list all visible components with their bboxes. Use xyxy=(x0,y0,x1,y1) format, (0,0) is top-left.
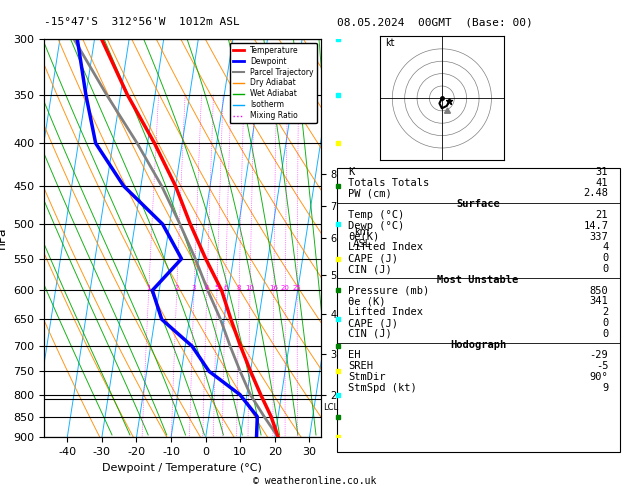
Text: 0: 0 xyxy=(602,253,608,263)
Text: 31: 31 xyxy=(596,167,608,177)
Text: Hodograph: Hodograph xyxy=(450,340,506,349)
Text: 0: 0 xyxy=(602,329,608,339)
Text: θe (K): θe (K) xyxy=(348,296,386,307)
Text: Temp (°C): Temp (°C) xyxy=(348,210,404,220)
Text: 8: 8 xyxy=(237,285,242,292)
Text: 2.48: 2.48 xyxy=(583,189,608,198)
Text: θe(K): θe(K) xyxy=(348,232,379,242)
X-axis label: Dewpoint / Temperature (°C): Dewpoint / Temperature (°C) xyxy=(103,463,262,473)
Text: Totals Totals: Totals Totals xyxy=(348,177,429,188)
Text: Surface: Surface xyxy=(456,199,500,209)
Text: CAPE (J): CAPE (J) xyxy=(348,253,398,263)
Text: EH: EH xyxy=(348,350,360,361)
Text: 9: 9 xyxy=(602,383,608,393)
Text: -29: -29 xyxy=(589,350,608,361)
Text: © weatheronline.co.uk: © weatheronline.co.uk xyxy=(253,476,376,486)
Text: kt: kt xyxy=(385,38,394,49)
Text: 341: 341 xyxy=(589,296,608,307)
Text: LCL: LCL xyxy=(323,403,338,412)
Text: Pressure (mb): Pressure (mb) xyxy=(348,286,429,295)
Text: CIN (J): CIN (J) xyxy=(348,329,392,339)
Text: Lifted Index: Lifted Index xyxy=(348,307,423,317)
Text: 337: 337 xyxy=(589,232,608,242)
Text: StmDir: StmDir xyxy=(348,372,386,382)
Text: 08.05.2024  00GMT  (Base: 00): 08.05.2024 00GMT (Base: 00) xyxy=(337,17,532,27)
Text: 4: 4 xyxy=(602,243,608,252)
Text: 2: 2 xyxy=(175,285,179,292)
Text: 5: 5 xyxy=(215,285,220,292)
Y-axis label: hPa: hPa xyxy=(0,227,8,249)
Text: K: K xyxy=(348,167,354,177)
Text: CIN (J): CIN (J) xyxy=(348,264,392,274)
Text: 3: 3 xyxy=(192,285,196,292)
Legend: Temperature, Dewpoint, Parcel Trajectory, Dry Adiabat, Wet Adiabat, Isotherm, Mi: Temperature, Dewpoint, Parcel Trajectory… xyxy=(230,43,317,123)
Text: 2: 2 xyxy=(602,307,608,317)
Text: StmSpd (kt): StmSpd (kt) xyxy=(348,383,416,393)
Text: 25: 25 xyxy=(293,285,302,292)
Text: Lifted Index: Lifted Index xyxy=(348,243,423,252)
Text: -5: -5 xyxy=(596,361,608,371)
Y-axis label: km
ASL: km ASL xyxy=(353,227,371,249)
Text: SREH: SREH xyxy=(348,361,373,371)
Text: -15°47'S  312°56'W  1012m ASL: -15°47'S 312°56'W 1012m ASL xyxy=(44,17,240,27)
Text: 1: 1 xyxy=(147,285,151,292)
Text: 0: 0 xyxy=(602,264,608,274)
Text: 20: 20 xyxy=(281,285,290,292)
Text: 90°: 90° xyxy=(589,372,608,382)
Text: 14.7: 14.7 xyxy=(583,221,608,231)
Text: Most Unstable: Most Unstable xyxy=(437,275,519,285)
Text: 10: 10 xyxy=(245,285,255,292)
Text: CAPE (J): CAPE (J) xyxy=(348,318,398,328)
Text: Dewp (°C): Dewp (°C) xyxy=(348,221,404,231)
Text: 21: 21 xyxy=(596,210,608,220)
Text: 41: 41 xyxy=(596,177,608,188)
Text: 4: 4 xyxy=(204,285,209,292)
Text: 0: 0 xyxy=(602,318,608,328)
Text: PW (cm): PW (cm) xyxy=(348,189,392,198)
Text: 6: 6 xyxy=(223,285,228,292)
Text: 850: 850 xyxy=(589,286,608,295)
Text: 16: 16 xyxy=(269,285,278,292)
